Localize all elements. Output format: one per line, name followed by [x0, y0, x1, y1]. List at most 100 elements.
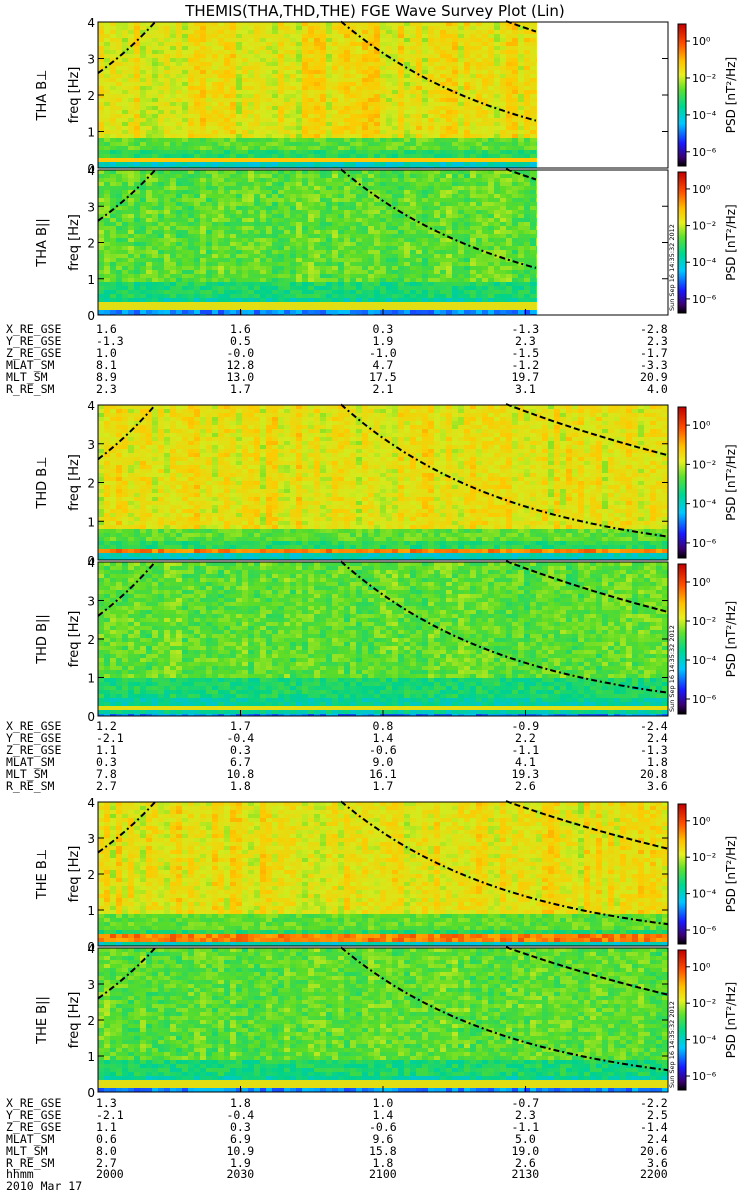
colorbar-tick-label: 10⁻⁶ — [692, 146, 717, 159]
ephemeris-value: 4.0 — [647, 384, 668, 396]
colorbar-tick-label: 10⁰ — [692, 576, 711, 589]
colorbar-tick-label: 10⁻⁶ — [692, 1070, 717, 1083]
y-tick-label: 3 — [87, 200, 95, 214]
render-timestamp: Sun Sep 16 14:35:32 2012 — [668, 625, 676, 712]
panel-ylabel: THA B|| — [35, 218, 50, 267]
spectrogram-cells — [98, 562, 668, 716]
y-tick-label: 1 — [87, 126, 95, 140]
colorbar-tick-label: 10⁻⁴ — [692, 256, 717, 269]
colorbar-label: PSD [nT²/Hz] — [724, 982, 738, 1058]
ephemeris-row: R_RE_SM 2.3 1.7 2.1 3.1 4.0 — [0, 384, 750, 396]
colorbar-tick-label: 10⁻⁴ — [692, 654, 717, 667]
y-tick-label: 3 — [87, 438, 95, 452]
ephemeris-value: 1.8 — [230, 781, 251, 793]
colorbar-label: PSD [nT²/Hz] — [724, 836, 738, 912]
panel-ylabel: THA B⊥ — [35, 70, 50, 122]
y-tick-label: 4 — [87, 796, 95, 810]
date-label: 2010 Mar 17 — [6, 1181, 82, 1193]
colorbar-tick-label: 10⁻⁶ — [692, 693, 717, 706]
render-timestamp: Sun Sep 16 14:35:32 2012 — [668, 1001, 676, 1088]
spectrogram-panel-tha-bpar: 0 1 2 3 4 THA B|| freq [Hz] 10⁰ 10⁻² 10⁻⁴ 10⁻⁶ PSD … — [35, 164, 738, 323]
y-tick-label: 4 — [87, 942, 95, 956]
y-tick-label: 3 — [87, 53, 95, 67]
x-tick-label: 2100 — [369, 1169, 397, 1181]
y-tick-label: 2 — [87, 868, 95, 882]
colorbar-tick-label: 10⁻² — [692, 220, 716, 233]
y-tick-label: 1 — [87, 904, 95, 918]
x-tick-label: 2030 — [227, 1169, 255, 1181]
y-tick-label: 1 — [87, 273, 95, 287]
spectrogram-cells — [98, 802, 668, 946]
colorbar-tick-label: 10⁰ — [692, 183, 711, 196]
y-tick-label: 1 — [87, 672, 95, 686]
panel-unit-label: freq [Hz] — [67, 992, 82, 1049]
y-tick-label: 3 — [87, 978, 95, 992]
spectrogram-cells — [98, 405, 668, 560]
panel-unit-label: freq [Hz] — [67, 67, 82, 124]
x-tick-label: 2200 — [640, 1169, 668, 1181]
colorbar-tick-label: 10⁻⁶ — [692, 293, 717, 306]
colorbar-tick-label: 10⁻⁶ — [692, 537, 717, 550]
x-tick-label: 2000 — [96, 1169, 124, 1181]
render-timestamp: Sun Sep 16 14:35:32 2012 — [668, 224, 676, 311]
panel-ylabel: THD B⊥ — [35, 456, 50, 509]
y-tick-label: 1 — [87, 515, 95, 529]
y-tick-label: 3 — [87, 595, 95, 609]
colorbar-label: PSD [nT²/Hz] — [724, 204, 738, 280]
colorbar-tick-label: 10⁻² — [692, 615, 716, 628]
ephemeris-value: 2.1 — [373, 384, 394, 396]
colorbar-label: PSD [nT²/Hz] — [724, 444, 738, 520]
panel-unit-label: freq [Hz] — [67, 611, 82, 668]
ephemeris-value: 3.6 — [647, 781, 668, 793]
spectrogram-cells — [98, 948, 668, 1092]
ephemeris-value: 1.7 — [230, 384, 251, 396]
x-axis-time-row: hhmm 2000 2030 2100 2130 2200 — [0, 1169, 750, 1181]
ephemeris-value: 2.7 — [96, 781, 117, 793]
y-tick-label: 0 — [87, 309, 95, 323]
spectrogram-cells — [98, 170, 537, 315]
colorbar: 10⁰ 10⁻² 10⁻⁴ 10⁻⁶ PSD [nT²/Hz] — [678, 564, 738, 714]
ephemeris-value: 2.3 — [96, 384, 117, 396]
y-tick-label: 2 — [87, 1014, 95, 1028]
y-tick-label: 2 — [87, 477, 95, 491]
panel-ylabel: THD B|| — [35, 614, 50, 665]
colorbar-tick-label: 10⁻⁴ — [692, 498, 717, 511]
y-tick-label: 4 — [87, 164, 95, 178]
colorbar-tick-label: 10⁻⁴ — [692, 109, 717, 122]
panel-unit-label: freq [Hz] — [67, 214, 82, 271]
ephemeris-label: R_RE_SM — [6, 781, 54, 793]
colorbar-tick-label: 10⁻⁴ — [692, 1034, 717, 1047]
colorbar-tick-label: 10⁰ — [692, 961, 711, 974]
y-tick-label: 1 — [87, 1050, 95, 1064]
colorbar: 10⁰ 10⁻² 10⁻⁴ 10⁻⁶ PSD [nT²/Hz] — [678, 172, 738, 313]
colorbar-tick-label: 10⁻² — [692, 72, 716, 85]
x-tick-label: 2130 — [512, 1169, 540, 1181]
colorbar-tick-label: 10⁻⁶ — [692, 924, 717, 937]
y-tick-label: 2 — [87, 89, 95, 103]
colorbar-tick-label: 10⁻⁴ — [692, 888, 717, 901]
ephemeris-value: 3.1 — [515, 384, 536, 396]
colorbar-label: PSD [nT²/Hz] — [724, 57, 738, 133]
spectrogram-cells — [98, 22, 537, 168]
ephemeris-label: R_RE_SM — [6, 384, 54, 396]
ephemeris-value: 2.6 — [515, 781, 536, 793]
colorbar-tick-label: 10⁻² — [692, 458, 716, 471]
y-tick-label: 4 — [87, 556, 95, 570]
panel-ylabel: THE B|| — [35, 996, 50, 1045]
ephemeris-value: 1.7 — [373, 781, 394, 793]
ephemeris-row: R_RE_SM 2.7 1.8 1.7 2.6 3.6 — [0, 781, 750, 793]
y-tick-label: 2 — [87, 237, 95, 251]
panel-unit-label: freq [Hz] — [67, 846, 82, 903]
panel-ylabel: THE B⊥ — [35, 849, 50, 900]
colorbar-label: PSD [nT²/Hz] — [724, 601, 738, 677]
colorbar-tick-label: 10⁻² — [692, 997, 716, 1010]
panel-unit-label: freq [Hz] — [67, 454, 82, 511]
